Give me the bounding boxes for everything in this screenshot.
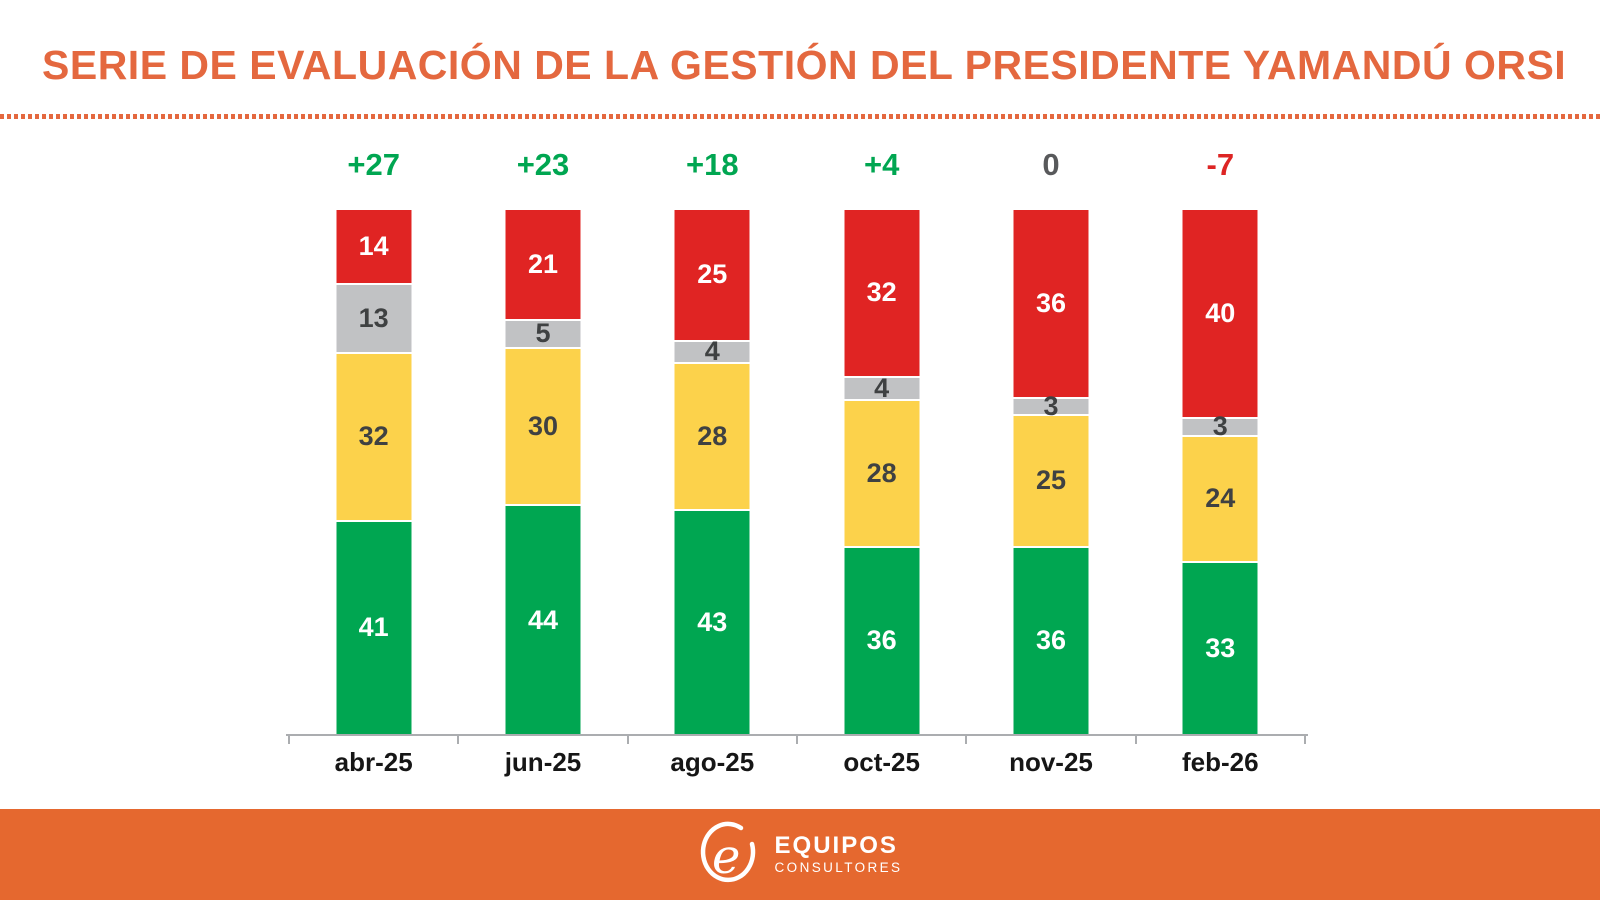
bar-column-feb-26: -7 40 3 24 33 (1136, 145, 1305, 734)
segment-value-label: 40 (1205, 298, 1236, 329)
stacked-bar: 32 4 28 36 (844, 210, 920, 734)
segment-value-label: 43 (697, 607, 728, 638)
segment-value-label: 14 (358, 230, 389, 261)
equipos-e-logo-icon: e (700, 821, 755, 885)
segment-value-label: 4 (704, 336, 720, 367)
bar-column-nov-25: 0 36 3 25 36 (966, 145, 1135, 734)
footer-band: e EQUIPOS CONSULTORES (0, 809, 1600, 900)
axis-tick (457, 734, 460, 744)
svg-text:e: e (712, 829, 740, 885)
axis-tick (796, 734, 798, 744)
bar-segment-gray: 5 (505, 318, 581, 349)
bar-segment-yellow: 25 (1013, 416, 1089, 546)
net-score-label: +4 (863, 147, 900, 182)
segment-value-label: 21 (527, 248, 558, 279)
segment-value-label: 41 (358, 612, 389, 643)
bar-segment-red: 14 (336, 210, 412, 283)
bar-segment-red: 36 (1013, 210, 1089, 397)
bar-segment-green: 36 (844, 547, 920, 734)
segment-value-label: 33 (1205, 633, 1236, 664)
net-score-label: +18 (686, 147, 739, 182)
bar-segment-red: 25 (674, 210, 750, 340)
axis-tick (1134, 734, 1137, 744)
net-score-label: -7 (1206, 147, 1235, 182)
stacked-bar: 25 4 28 43 (674, 210, 750, 734)
category-label: jun-25 (504, 747, 582, 777)
bar-segment-red: 40 (1182, 210, 1258, 418)
net-score-label: +27 (347, 147, 400, 182)
dotted-divider (0, 114, 1600, 119)
segment-value-label: 3 (1212, 411, 1228, 442)
bar-column-abr-25: +27 14 13 32 41 (289, 145, 458, 734)
bar-segment-gray: 3 (1182, 413, 1258, 440)
bar-segment-yellow: 28 (674, 364, 750, 510)
page-title: SERIE DE EVALUACIÓN DE LA GESTIÓN DEL PR… (42, 42, 1567, 88)
segment-value-label: 28 (866, 457, 897, 488)
bar-column-jun-25: +23 21 5 30 44 (458, 145, 627, 734)
bar-segment-green: 36 (1013, 547, 1089, 734)
segment-value-label: 36 (866, 625, 897, 656)
category-label: oct-25 (843, 747, 920, 777)
bar-segment-gray: 4 (674, 338, 750, 365)
category-label: feb-26 (1182, 747, 1259, 777)
bar-segment-gray: 4 (844, 372, 920, 403)
bar-column-ago-25: +18 25 4 28 43 (628, 145, 797, 734)
stacked-bar: 40 3 24 33 (1182, 210, 1258, 734)
bar-segment-green: 41 (336, 521, 412, 734)
segment-value-label: 36 (1035, 625, 1066, 656)
segment-value-label: 25 (697, 259, 728, 290)
bar-segment-green: 44 (505, 506, 581, 734)
segment-value-label: 44 (527, 604, 558, 635)
segment-value-label: 4 (874, 372, 890, 403)
category-label: ago-25 (670, 747, 755, 777)
bar-segment-yellow: 24 (1182, 436, 1258, 562)
category-label: nov-25 (1009, 747, 1093, 777)
segment-value-label: 24 (1205, 483, 1236, 514)
brand-text: EQUIPOS CONSULTORES (775, 833, 903, 876)
bar-segment-green: 43 (674, 511, 750, 734)
axis-tick (965, 734, 968, 744)
segment-value-label: 13 (358, 302, 389, 333)
bar-segment-green: 33 (1182, 563, 1258, 734)
segment-value-label: 30 (527, 410, 558, 441)
bar-column-oct-25: +4 32 4 28 36 (797, 145, 966, 734)
bar-segment-red: 21 (505, 210, 581, 319)
brand-name: EQUIPOS (774, 832, 898, 859)
axis-tick (1304, 734, 1306, 744)
axis-tick (626, 734, 629, 744)
bar-segment-gray: 13 (336, 284, 412, 352)
segment-value-label: 32 (358, 421, 389, 452)
segment-value-label: 25 (1035, 465, 1066, 496)
bar-segment-yellow: 30 (505, 348, 581, 505)
net-score-label: +23 (516, 147, 570, 182)
stacked-bar-chart: +27 14 13 32 41 +23 21 5 30 44 +18 25 4 28 43 +4 32 4 28 36… (286, 145, 1308, 805)
bar-segment-yellow: 28 (844, 400, 920, 546)
stacked-bar: 21 5 30 44 (505, 210, 581, 734)
category-label: abr-25 (334, 747, 413, 777)
bar-segment-gray: 3 (1013, 392, 1089, 419)
net-score-label: 0 (1042, 147, 1060, 182)
brand-subtitle: CONSULTORES (774, 860, 903, 875)
segment-value-label: 3 (1043, 390, 1059, 421)
x-axis-labels: abr-25 jun-25 ago-25 oct-25 nov-25 feb-26 (289, 746, 1305, 778)
segment-value-label: 36 (1035, 287, 1066, 318)
axis-tick (288, 734, 290, 744)
segment-value-label: 28 (697, 421, 728, 452)
segment-value-label: 32 (866, 277, 897, 308)
stacked-bar: 14 13 32 41 (336, 210, 412, 734)
stacked-bar: 36 3 25 36 (1013, 210, 1089, 734)
plot-area: +27 14 13 32 41 +23 21 5 30 44 +18 25 4 28 43 +4 32 4 28 36… (289, 145, 1305, 734)
bar-segment-red: 32 (844, 210, 920, 376)
segment-value-label: 5 (535, 318, 551, 349)
bar-segment-yellow: 32 (336, 353, 412, 520)
